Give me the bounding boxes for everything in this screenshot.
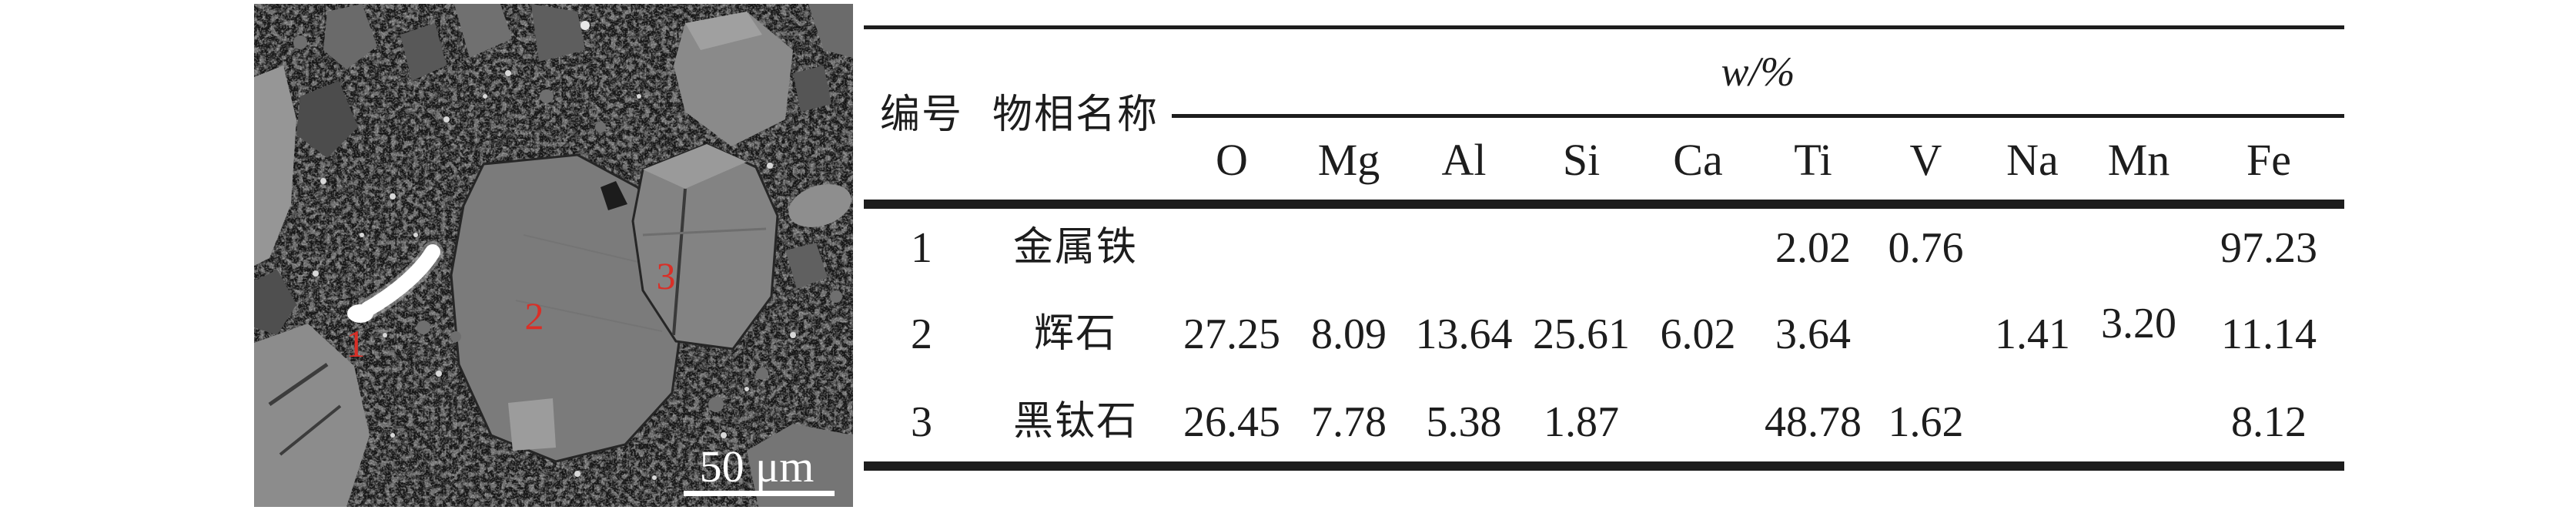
col-header-Na: Na (2006, 134, 2059, 185)
col-header-O: O (1216, 134, 1248, 185)
grain-facet (508, 398, 556, 451)
row3-Mn (2084, 377, 2193, 466)
row2-Si: 25.61 (1533, 310, 1630, 358)
grain (785, 243, 828, 289)
row2-Mn: 3.20 (2101, 300, 2176, 347)
col-header-Fe: Fe (2246, 134, 2291, 185)
sem-micrograph: 1 2 3 50 μm (254, 4, 853, 507)
grain-facet (643, 144, 747, 189)
grain (254, 270, 296, 335)
row3-Ti: 48.78 (1765, 398, 1862, 446)
row2-Ca: 6.02 (1660, 310, 1736, 358)
small-rocks (293, 35, 842, 412)
row1-phase: 金属铁 (1012, 225, 1138, 270)
row2-Mg: 8.09 (1311, 310, 1387, 358)
row2-Na: 1.41 (1995, 310, 2070, 358)
table-rule-bottom (864, 461, 2344, 471)
col-header-Al: Al (1441, 134, 1487, 185)
grain (531, 4, 585, 62)
row2-phase: 辉石 (1033, 312, 1117, 356)
row1-Mn (2084, 204, 2193, 291)
point-label-1: 1 (346, 322, 366, 365)
row2-Al: 13.64 (1415, 310, 1513, 358)
row1-Fe: 97.23 (2220, 223, 2317, 272)
grain-point2 (450, 153, 685, 463)
col-header-Mn: Mn (2107, 134, 2170, 185)
grain (254, 324, 370, 507)
row1-Si (1522, 204, 1641, 291)
crack (601, 181, 627, 210)
row1-Ca (1641, 204, 1755, 291)
row3-Na (1981, 377, 2084, 466)
composition-table: 编号 物相名称 w/% O Mg Al Si Ca Ti V Na Mn Fe … (864, 0, 2344, 474)
scale-bar-label: 50 μm (700, 441, 815, 492)
row3-Ca (1641, 377, 1755, 466)
table-grid: 编号 物相名称 w/% O Mg Al Si Ca Ti V Na Mn Fe … (864, 0, 2344, 466)
row2-Ti: 3.64 (1775, 310, 1851, 358)
grain (808, 4, 853, 58)
table-rule-header (864, 200, 2344, 209)
grain (793, 65, 831, 112)
point-label-2: 2 (525, 294, 544, 337)
row1-Mg (1292, 204, 1406, 291)
grain (254, 65, 296, 266)
col-header-Si: Si (1562, 134, 1601, 185)
grain (296, 81, 358, 158)
speckles (313, 70, 796, 480)
col-header-Ca: Ca (1673, 134, 1723, 185)
grain (788, 184, 851, 227)
table-rule-top (864, 25, 2344, 29)
row3-Fe: 8.12 (2231, 398, 2307, 446)
grain-facet (685, 12, 762, 50)
row1-Al (1406, 204, 1522, 291)
table-rule-group (1172, 114, 2344, 118)
point-label-3: 3 (657, 254, 676, 297)
col-header-Mg: Mg (1317, 134, 1380, 185)
row2-Fe: 11.14 (2221, 310, 2317, 358)
row2-O: 27.25 (1183, 310, 1280, 358)
col-header-phase: 物相名称 (992, 93, 1159, 137)
grain (747, 424, 853, 507)
row3-O: 26.45 (1183, 398, 1280, 446)
particle-point1 (360, 244, 440, 317)
row2-V (1871, 291, 1981, 377)
row2-id: 2 (911, 310, 932, 358)
col-header-Ti: Ti (1794, 134, 1832, 185)
row3-id: 3 (911, 398, 932, 446)
row3-Mg: 7.78 (1311, 398, 1387, 446)
row3-phase: 黑钛石 (1012, 399, 1138, 444)
col-header-id: 编号 (879, 93, 963, 137)
row3-Al: 5.38 (1426, 398, 1502, 446)
grain (323, 4, 377, 69)
row1-O (1172, 204, 1292, 291)
group-header-wpct: w/% (1721, 48, 1795, 95)
grain (400, 23, 447, 81)
col-header-V: V (1909, 134, 1942, 185)
row1-V: 0.76 (1888, 223, 1964, 272)
row1-id: 1 (911, 223, 932, 272)
scale-bar-line (684, 491, 835, 496)
grain (454, 4, 512, 58)
row1-Ti: 2.02 (1775, 223, 1851, 272)
row3-V: 1.62 (1888, 398, 1964, 446)
row3-Si: 1.87 (1544, 398, 1619, 446)
row1-Na (1981, 204, 2084, 291)
